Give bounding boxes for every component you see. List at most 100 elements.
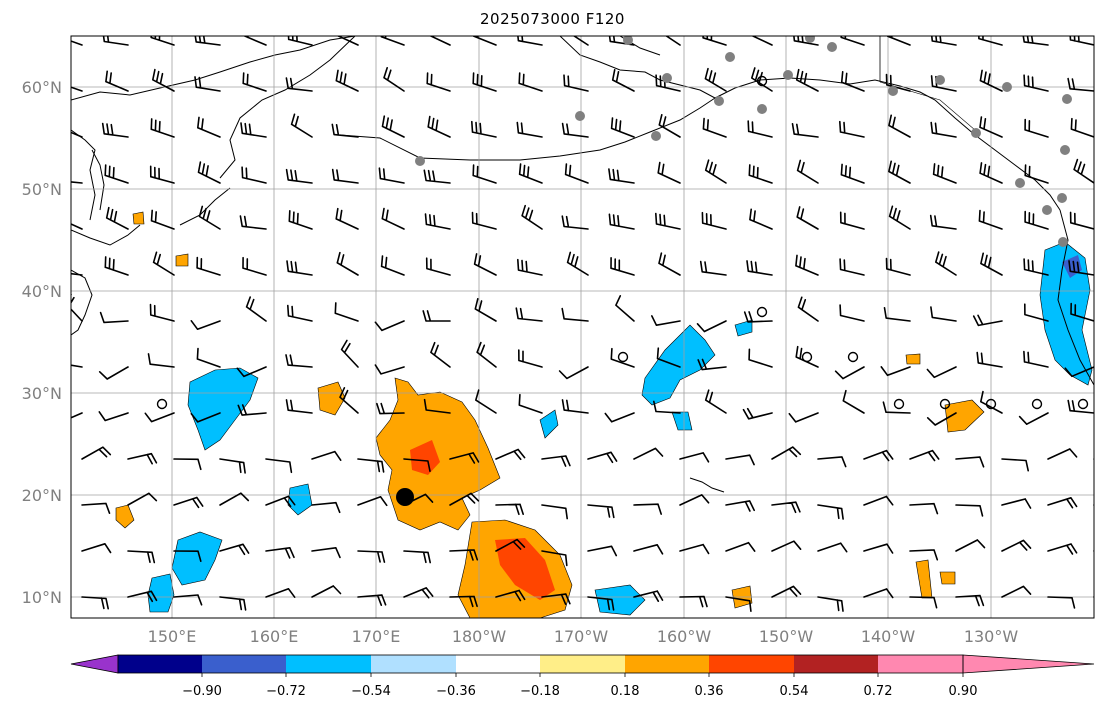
wind-barb bbox=[239, 215, 267, 230]
wind-barb bbox=[795, 345, 819, 368]
colorbar-segment bbox=[371, 655, 456, 673]
wind-barb bbox=[817, 504, 844, 520]
red-core-1 bbox=[410, 440, 440, 475]
wind-barb bbox=[198, 205, 221, 230]
wind-barb bbox=[427, 115, 451, 138]
station-dot bbox=[714, 96, 724, 106]
wind-barb bbox=[495, 503, 524, 516]
wind-barb bbox=[796, 206, 819, 230]
wind-barb bbox=[219, 596, 247, 611]
wind-barb bbox=[955, 504, 984, 517]
wind-barb bbox=[516, 121, 543, 138]
storm-center-marker bbox=[396, 488, 414, 506]
wind-barb bbox=[935, 251, 957, 276]
wind-barb bbox=[104, 164, 129, 184]
wind-barb bbox=[748, 348, 773, 368]
wind-barb bbox=[149, 303, 175, 322]
wind-barb bbox=[98, 366, 129, 380]
wind-barb bbox=[541, 455, 571, 467]
wind-barb bbox=[955, 594, 985, 607]
map-frame bbox=[70, 35, 1095, 619]
wind-barb bbox=[334, 302, 359, 322]
wind-barb bbox=[839, 211, 865, 230]
wind-barb bbox=[194, 36, 221, 46]
wind-barb bbox=[290, 113, 313, 138]
wind-barb bbox=[795, 68, 819, 92]
wind-barb bbox=[1069, 211, 1094, 230]
wind-barb bbox=[656, 347, 681, 368]
station-dot bbox=[575, 111, 585, 121]
wind-barb bbox=[288, 210, 313, 230]
wind-barb bbox=[495, 448, 526, 461]
wind-barb bbox=[1024, 164, 1049, 184]
colorbar-segment bbox=[709, 655, 794, 673]
wind-barb bbox=[472, 164, 497, 184]
wind-barb bbox=[495, 589, 526, 602]
kuril-arc bbox=[179, 187, 231, 226]
wind-barb bbox=[978, 36, 1003, 46]
wind-barb bbox=[71, 412, 83, 419]
wind-barb bbox=[797, 296, 819, 322]
orange-patch-1 bbox=[317, 381, 346, 416]
wind-barb bbox=[357, 550, 386, 563]
station-dot bbox=[1060, 145, 1070, 155]
wind-barb bbox=[863, 449, 894, 462]
wind-barb bbox=[1024, 303, 1049, 322]
wind-barb bbox=[980, 252, 1003, 276]
wind-barb bbox=[423, 398, 451, 414]
wind-barb bbox=[150, 209, 175, 230]
wind-barb bbox=[932, 163, 957, 184]
wind-barb bbox=[376, 402, 405, 415]
wind-barb bbox=[1093, 596, 1094, 598]
colorbar-tick-label: −0.72 bbox=[266, 684, 306, 699]
wind-barb bbox=[449, 595, 478, 608]
orange-patch-2 bbox=[944, 399, 985, 433]
wind-barb bbox=[71, 293, 83, 322]
wind-barb bbox=[424, 213, 451, 230]
longitude-labels: 150°E 160°E 170°E 180°W 170°W 160°W 150°… bbox=[148, 627, 1019, 646]
wind-barb bbox=[909, 502, 939, 515]
wind-barb bbox=[422, 310, 451, 322]
wind-barb bbox=[771, 446, 802, 460]
calm-circle bbox=[617, 351, 629, 363]
wind-barb bbox=[561, 307, 589, 322]
wind-barb bbox=[704, 67, 727, 92]
orange-patch-8 bbox=[905, 353, 921, 365]
station-dot bbox=[971, 128, 981, 138]
wind-barb bbox=[886, 36, 911, 46]
wind-barb bbox=[587, 451, 618, 464]
wind-barb bbox=[71, 364, 83, 368]
station-dot bbox=[725, 52, 735, 62]
wind-barb bbox=[197, 161, 221, 184]
wind-barb bbox=[81, 446, 112, 460]
wind-barb bbox=[471, 120, 497, 138]
wind-barb bbox=[1093, 550, 1094, 552]
wind-barb bbox=[704, 159, 727, 184]
wind-barb bbox=[558, 366, 589, 380]
wind-barb bbox=[357, 496, 388, 507]
orange-patch-6 bbox=[175, 253, 189, 267]
colorbar-segment bbox=[794, 655, 878, 673]
wind-barb bbox=[173, 550, 202, 562]
wind-barb bbox=[147, 353, 175, 368]
wind-barb bbox=[882, 401, 911, 414]
wind-barb bbox=[608, 168, 635, 184]
wind-barb bbox=[863, 588, 894, 599]
wind-barb bbox=[403, 550, 431, 564]
wind-barb bbox=[518, 163, 543, 184]
station-dot bbox=[1062, 94, 1072, 104]
wind-barb bbox=[771, 585, 802, 598]
wind-barb bbox=[1047, 596, 1076, 609]
blue-region-mid3 bbox=[539, 409, 559, 439]
wind-barb bbox=[241, 166, 267, 184]
wind-barb bbox=[979, 162, 1003, 184]
colorbar-segment bbox=[878, 655, 963, 673]
wind-barb bbox=[518, 72, 543, 92]
wind-barb bbox=[515, 307, 543, 322]
calm-circle bbox=[847, 351, 859, 363]
map-title: 2025073000 F120 bbox=[480, 10, 625, 28]
wind-barb bbox=[152, 251, 175, 276]
wind-barb bbox=[194, 76, 221, 92]
wind-barb bbox=[425, 257, 451, 276]
